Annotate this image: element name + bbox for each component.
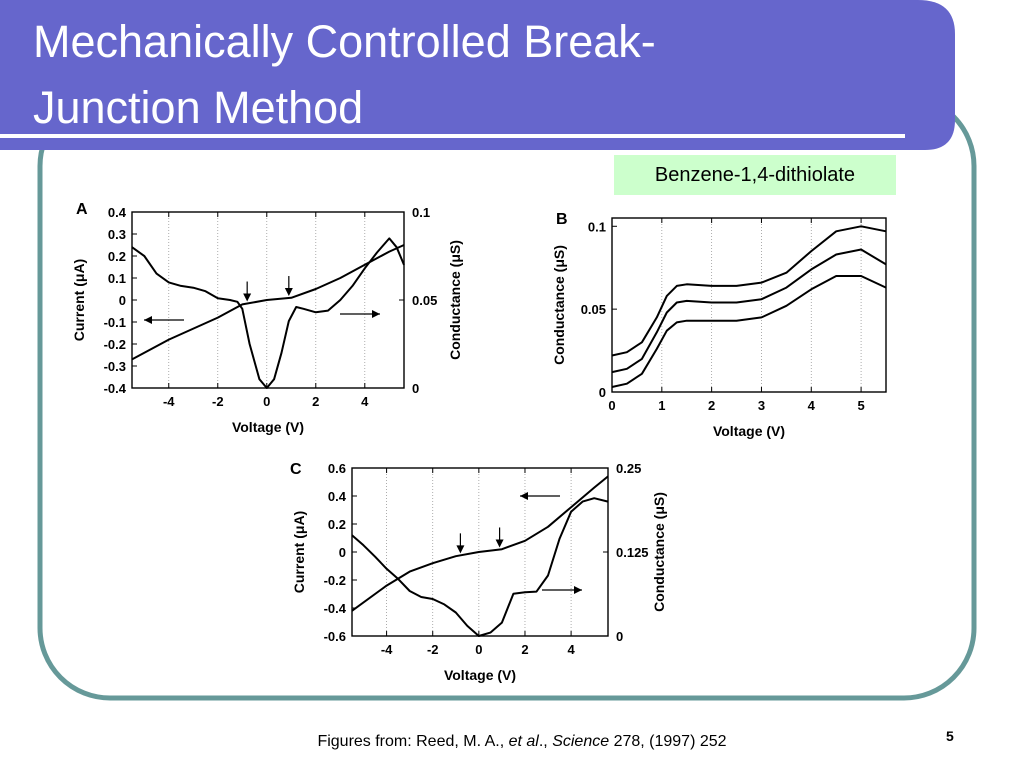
x-tick-label: 2 bbox=[521, 642, 528, 657]
y-tick-label: -0.2 bbox=[324, 573, 346, 588]
x-tick-label: 4 bbox=[361, 394, 369, 409]
y-right-tick-label: 0.25 bbox=[616, 461, 641, 476]
marker-arrowhead bbox=[243, 293, 252, 302]
x-tick-label: 4 bbox=[567, 642, 575, 657]
series-line-1 bbox=[611, 225, 887, 357]
y-tick-label: 0.3 bbox=[108, 227, 126, 242]
y-tick-label: -0.1 bbox=[104, 315, 126, 330]
y-tick-label: -0.6 bbox=[324, 629, 346, 644]
figure-panels: A -4 -2 0 2 4 0.4 0.3 0.2 0.1 0 -0.1 -0.2 -0.3 -0.4 0.1… bbox=[71, 201, 887, 683]
x-tick-label: 5 bbox=[857, 398, 864, 413]
series-line-2 bbox=[131, 237, 405, 389]
x-tick-label: -4 bbox=[163, 394, 175, 409]
x-axis-label: Voltage (V) bbox=[444, 667, 516, 683]
x-tick-label: 2 bbox=[312, 394, 319, 409]
x-axis-label: Voltage (V) bbox=[713, 423, 785, 439]
x-tick-label: -2 bbox=[212, 394, 224, 409]
plot-frame bbox=[611, 217, 887, 393]
y-tick-label: 0.4 bbox=[328, 489, 347, 504]
y-tick-label: 0.2 bbox=[328, 517, 346, 532]
panel-letter-a: A bbox=[76, 201, 88, 218]
x-axis-label: Voltage (V) bbox=[232, 419, 304, 435]
y-tick-label: 0.4 bbox=[108, 205, 127, 220]
y-axis-label: Current (μA) bbox=[71, 259, 87, 341]
panel-c: C -4 -2 0 2 4 0.6 0.4 0.2 0 -0.2 -0.4 -0.6 0.25 0.125 0… bbox=[290, 461, 667, 683]
x-tick-label: 0 bbox=[263, 394, 270, 409]
citation-mid: ., bbox=[538, 733, 553, 750]
x-tick-label: -4 bbox=[381, 642, 393, 657]
series-line-2 bbox=[611, 248, 887, 374]
y-axis-label: Current (μA) bbox=[291, 511, 307, 593]
y-tick-label: 0.1 bbox=[588, 219, 606, 234]
x-tick-label: 4 bbox=[808, 398, 816, 413]
y-tick-label: -0.4 bbox=[324, 601, 347, 616]
x-tick-label: 1 bbox=[658, 398, 665, 413]
y-right-axis-label: Conductance (μS) bbox=[447, 240, 463, 360]
x-tick-label: 3 bbox=[758, 398, 765, 413]
x-tick-label: -2 bbox=[427, 642, 439, 657]
citation-etal: et al bbox=[508, 733, 539, 750]
y-tick-label: 0 bbox=[339, 545, 346, 560]
series-line-1 bbox=[351, 475, 609, 612]
marker-arrowhead bbox=[456, 545, 465, 554]
panel-letter-c: C bbox=[290, 461, 302, 478]
y-right-tick-label: 0 bbox=[412, 381, 419, 396]
axis-arrowhead-right bbox=[372, 310, 380, 318]
y-right-tick-label: 0.125 bbox=[616, 545, 649, 560]
series-line-3 bbox=[611, 275, 887, 388]
y-tick-label: -0.2 bbox=[104, 337, 126, 352]
y-tick-label: 0.1 bbox=[108, 271, 126, 286]
compound-label: Benzene-1,4-dithiolate bbox=[614, 155, 896, 195]
x-tick-label: 0 bbox=[475, 642, 482, 657]
y-tick-label: -0.4 bbox=[104, 381, 127, 396]
axis-arrowhead-left bbox=[144, 316, 152, 324]
citation-journal: Science bbox=[552, 733, 610, 750]
y-tick-label: 0.05 bbox=[581, 302, 606, 317]
citation-prefix: Figures from: Reed, M. A., bbox=[317, 733, 509, 750]
y-right-tick-label: 0.1 bbox=[412, 205, 430, 220]
axis-arrowhead-right bbox=[574, 586, 582, 594]
slide-title-line-2: Junction Method bbox=[33, 82, 364, 133]
y-tick-label: -0.3 bbox=[104, 359, 126, 374]
y-tick-label: 0 bbox=[119, 293, 126, 308]
title-banner bbox=[0, 0, 955, 150]
panel-a: A -4 -2 0 2 4 0.4 0.3 0.2 0.1 0 -0.1 -0.2 -0.3 -0.4 0.1… bbox=[71, 201, 463, 435]
panel-letter-b: B bbox=[556, 211, 568, 228]
marker-arrowhead bbox=[284, 288, 293, 297]
y-right-axis-label: Conductance (μS) bbox=[651, 492, 667, 612]
y-tick-label: 0.6 bbox=[328, 461, 346, 476]
y-tick-label: 0 bbox=[599, 385, 606, 400]
y-axis-label: Conductance (μS) bbox=[551, 245, 567, 365]
y-right-tick-label: 0.05 bbox=[412, 293, 437, 308]
x-tick-label: 0 bbox=[608, 398, 615, 413]
x-tick-label: 2 bbox=[708, 398, 715, 413]
citation-footer: Figures from: Reed, M. A., et al., Scien… bbox=[0, 733, 1024, 751]
marker-arrowhead bbox=[495, 539, 504, 548]
series-line-2 bbox=[351, 497, 609, 637]
y-tick-label: 0.2 bbox=[108, 249, 126, 264]
y-right-tick-label: 0 bbox=[616, 629, 623, 644]
axis-arrowhead-left bbox=[520, 492, 528, 500]
slide-title-line-1: Mechanically Controlled Break- bbox=[33, 16, 656, 67]
slide-number: 5 bbox=[946, 728, 954, 744]
panel-b: B 0 1 2 3 4 5 0.1 0.05 0 Voltage (V) Conductance (μ… bbox=[551, 211, 887, 439]
citation-suffix: 278, (1997) 252 bbox=[609, 733, 727, 750]
